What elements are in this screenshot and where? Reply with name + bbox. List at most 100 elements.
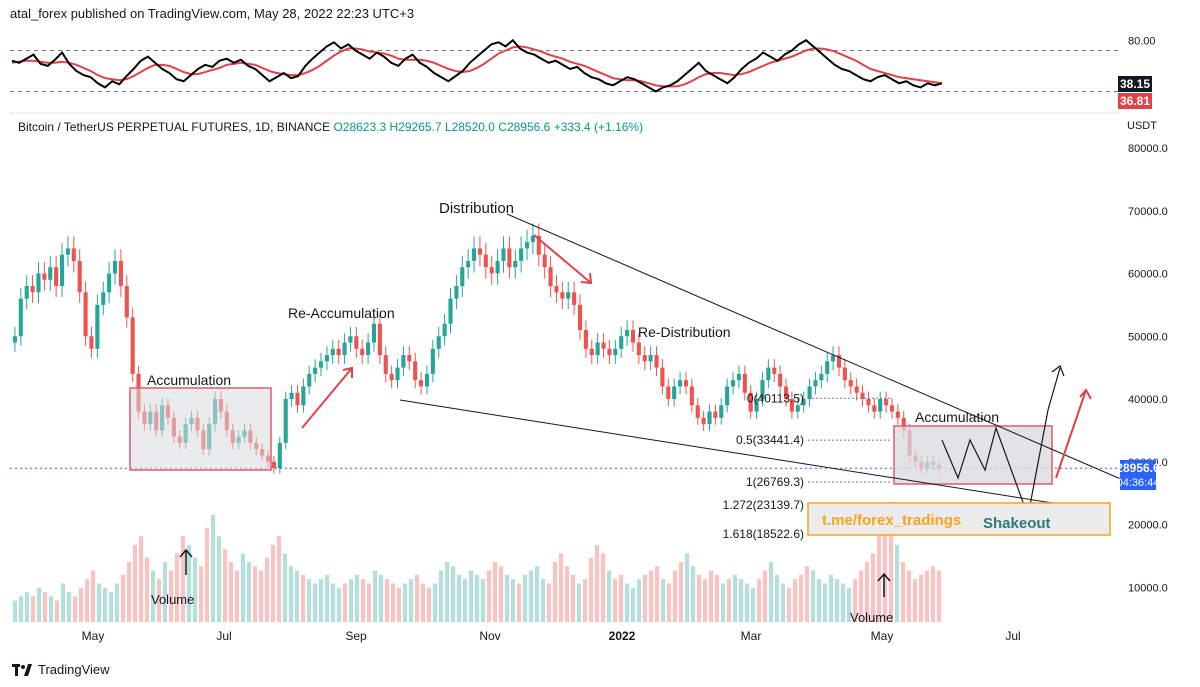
volume-bar: [750, 587, 756, 622]
candle-body: [59, 254, 65, 287]
volume-bar: [918, 574, 924, 622]
accumulation-zone-left: [129, 387, 272, 471]
volume-bar: [936, 570, 942, 622]
candle-body: [701, 417, 706, 425]
candle-body: [542, 254, 547, 268]
volume-bar: [486, 570, 492, 622]
candle-body: [18, 298, 23, 337]
volume-bar: [168, 570, 174, 622]
candle-body: [736, 373, 741, 381]
label-accumulation-left: Accumulation: [147, 372, 231, 388]
time-tick-label: Jul: [216, 629, 231, 643]
candle-body: [836, 355, 842, 368]
price-candles: [12, 223, 942, 474]
candle-body: [766, 367, 771, 381]
volume-bar: [630, 587, 636, 622]
time-tick-label: Jul: [1005, 629, 1020, 643]
candle-body: [83, 292, 88, 337]
lower-trend-line: [399, 399, 1098, 511]
volume-bar: [282, 553, 288, 622]
volume-bar: [456, 574, 462, 622]
volume-bar: [798, 574, 804, 622]
volume-bar: [522, 574, 528, 622]
volume-bar: [882, 519, 888, 622]
candle-body: [330, 348, 335, 356]
volume-bar: [660, 579, 666, 622]
candle-body: [313, 367, 318, 374]
candle-body: [678, 380, 683, 387]
candle-body: [271, 461, 276, 469]
arrow-reaccumulation-head: [342, 366, 353, 378]
label-distribution: Distribution: [439, 200, 514, 217]
volume-bar: [594, 544, 600, 622]
volume-bar: [246, 562, 252, 622]
volume-bar: [756, 579, 762, 622]
volume-bar: [546, 583, 552, 622]
candle-body: [748, 392, 753, 412]
volume-bar: [18, 596, 24, 622]
volume-bar: [450, 566, 456, 622]
candle-body: [366, 342, 371, 356]
candle-body: [589, 348, 594, 356]
volume-bar: [408, 579, 414, 622]
volume-bar: [336, 587, 342, 622]
fib-level-label: 1.618(18522.6): [723, 527, 804, 541]
candle-body: [342, 342, 347, 356]
candle-body: [389, 373, 394, 381]
volume-bar: [708, 570, 714, 622]
price-tick-label: 50000.0: [1128, 331, 1168, 343]
volume-bar: [252, 566, 258, 622]
volume-bar: [540, 579, 546, 622]
projection-arrowhead: [1051, 365, 1065, 377]
candle-body: [725, 386, 730, 406]
candle-body: [895, 411, 900, 418]
tradingview-logo-icon: [12, 663, 32, 676]
volume-bar: [720, 583, 726, 622]
price-tick-label: 60000.0: [1128, 269, 1168, 281]
volume-bar: [174, 553, 180, 622]
volume-bar: [792, 579, 798, 622]
candle-body: [454, 286, 459, 299]
close-value: C28956.6: [498, 120, 551, 134]
volume-bar: [492, 562, 498, 622]
volume-bar: [264, 557, 270, 622]
candle-body: [813, 380, 818, 387]
volume-bar: [384, 579, 390, 622]
brand-footer[interactable]: TradingView: [12, 662, 110, 677]
volume-bar: [858, 570, 864, 622]
volume-bar: [558, 553, 564, 622]
volume-bar: [822, 583, 828, 622]
volume-bar: [666, 583, 672, 622]
volume-bar: [780, 583, 786, 622]
volume-bar: [888, 502, 894, 622]
candle-body: [89, 336, 94, 349]
candle-body: [301, 386, 306, 406]
volume-bar: [24, 592, 30, 622]
candle-body: [530, 235, 535, 243]
volume-bar: [312, 583, 318, 622]
candle-body: [65, 248, 70, 255]
volume-bar: [186, 544, 192, 622]
fib-levels: 0(40113.5) 0.5(33441.4) 1(26769.3) 1.272(23…: [723, 391, 890, 541]
label-re-distribution: Re-Distribution: [638, 324, 731, 340]
brand-name: TradingView: [38, 662, 110, 677]
candle-body: [483, 254, 488, 268]
candle-body: [507, 248, 512, 268]
candle-body: [783, 386, 789, 399]
candle-body: [689, 386, 694, 406]
candle-body: [407, 355, 412, 362]
volume-bar: [60, 583, 66, 622]
candle-body: [460, 267, 465, 287]
volume-bar: [432, 583, 438, 622]
volume-bar: [42, 592, 48, 622]
volume-bar: [786, 587, 792, 622]
candle-body: [707, 411, 712, 425]
candle-body: [30, 286, 35, 293]
volume-bar: [162, 562, 168, 622]
upper-trend-line: [506, 213, 1131, 484]
volume-bar: [714, 574, 720, 622]
volume-bar: [906, 570, 912, 622]
candle-body: [848, 380, 853, 387]
volume-bar: [834, 579, 840, 622]
